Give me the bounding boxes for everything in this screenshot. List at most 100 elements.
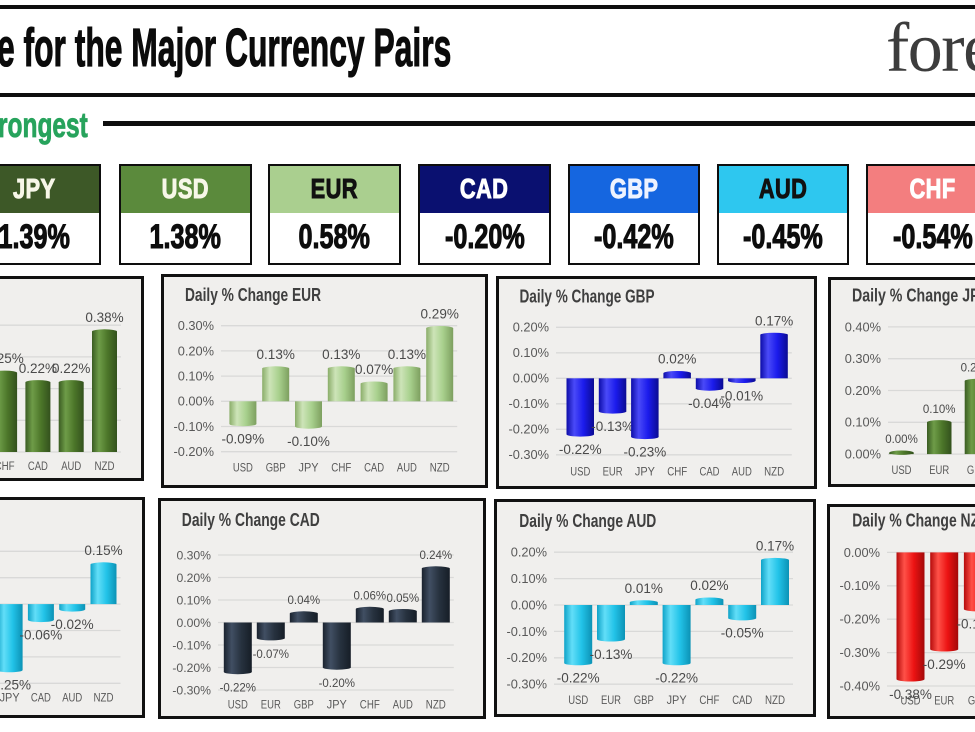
svg-text:CHF: CHF [0,461,15,473]
svg-text:0.20%: 0.20% [176,571,211,585]
svg-text:USD: USD [233,463,253,475]
svg-text:0.17%: 0.17% [755,539,793,554]
svg-text:-0.04%: -0.04% [688,396,731,411]
svg-text:-0.13%: -0.13% [591,419,634,434]
svg-text:-0.22%: -0.22% [655,671,698,686]
svg-text:0.30%: 0.30% [844,351,880,366]
svg-text:-0.20%: -0.20% [839,612,880,627]
svg-text:CAD: CAD [364,463,384,475]
svg-text:0.06%: 0.06% [353,591,386,603]
svg-text:0.40%: 0.40% [844,319,880,334]
svg-text:-0.30%: -0.30% [508,447,549,462]
svg-text:CAD: CAD [699,466,719,478]
svg-text:-0.07%: -0.07% [253,649,289,661]
svg-text:EUR: EUR [934,696,954,708]
svg-text:NZD: NZD [94,693,114,705]
svg-text:CHF: CHF [360,700,380,712]
svg-text:CHF: CHF [667,466,687,478]
svg-text:GBP: GBP [968,696,975,708]
svg-text:0.00%: 0.00% [885,434,918,446]
svg-text:-0.10%: -0.10% [508,396,549,411]
svg-text:GBP: GBP [966,464,975,476]
svg-text:0.01%: 0.01% [624,581,662,596]
svg-text:Daily % Change GBP: Daily % Change GBP [519,287,654,307]
svg-text:-0.38%: -0.38% [889,687,932,702]
svg-text:0.07%: 0.07% [355,362,393,377]
svg-text:0.10%: 0.10% [512,345,548,360]
svg-text:0.10%: 0.10% [176,593,211,607]
svg-text:0.00%: 0.00% [176,616,211,630]
svg-text:-0.25%: -0.25% [0,678,31,693]
svg-text:CAD: CAD [28,461,48,473]
svg-text:-0.22%: -0.22% [556,671,599,686]
svg-text:Daily % Change NZD: Daily % Change NZD [852,511,975,531]
svg-text:-0.09%: -0.09% [222,432,265,447]
svg-text:-0.22%: -0.22% [220,683,256,695]
svg-text:NZD: NZD [426,700,446,712]
svg-text:CHF: CHF [331,463,351,475]
svg-text:-0.10%: -0.10% [506,624,547,639]
svg-text:-0.06%: -0.06% [20,627,63,642]
svg-text:0.00%: 0.00% [178,394,214,409]
svg-text:GBP: GBP [294,700,314,712]
svg-text:AUD: AUD [731,466,751,478]
svg-text:-0.20%: -0.20% [173,444,214,459]
svg-text:0.29%: 0.29% [421,307,459,322]
svg-text:0.15%: 0.15% [84,543,122,558]
svg-text:CAD: CAD [31,693,51,705]
svg-text:0.22%: 0.22% [52,361,90,376]
svg-text:JPY: JPY [299,463,319,475]
svg-text:EUR: EUR [601,695,621,707]
svg-text:Daily % Change EUR: Daily % Change EUR [185,285,321,305]
svg-text:0.20%: 0.20% [510,545,546,560]
svg-text:-0.30%: -0.30% [506,677,547,692]
svg-text:NZD: NZD [765,695,785,707]
svg-text:0.17%: 0.17% [754,313,792,328]
svg-text:-0.10%: -0.10% [287,434,330,449]
svg-text:AUD: AUD [393,700,413,712]
svg-text:JPY: JPY [327,700,347,712]
svg-text:USD: USD [570,466,590,478]
svg-text:0.13%: 0.13% [388,347,426,362]
svg-text:0.30%: 0.30% [176,548,211,562]
svg-text:0.23%: 0.23% [960,362,975,374]
svg-text:0.30%: 0.30% [178,318,214,333]
svg-text:NZD: NZD [95,461,115,473]
svg-text:-0.10%: -0.10% [839,578,880,593]
svg-text:0.05%: 0.05% [386,593,419,605]
svg-text:-0.23%: -0.23% [623,444,666,459]
svg-text:0.20%: 0.20% [178,343,214,358]
svg-text:Daily % Change CAD: Daily % Change CAD [182,510,320,530]
svg-text:0.00%: 0.00% [510,597,546,612]
svg-text:CHF: CHF [699,695,719,707]
svg-text:-0.30%: -0.30% [172,683,211,697]
svg-text:0.24%: 0.24% [419,550,452,562]
svg-text:EUR: EUR [602,466,622,478]
svg-text:0.04%: 0.04% [287,595,320,607]
svg-text:0.00%: 0.00% [844,545,880,560]
svg-text:-0.02%: -0.02% [51,617,94,632]
svg-text:GBP: GBP [266,463,286,475]
svg-text:USD: USD [901,696,921,708]
svg-text:0.25%: 0.25% [0,351,24,366]
svg-text:-0.20%: -0.20% [506,650,547,665]
svg-text:0.10%: 0.10% [844,414,880,429]
svg-text:USD: USD [228,700,248,712]
svg-text:-0.40%: -0.40% [839,678,880,693]
svg-text:USD: USD [891,464,911,476]
svg-text:0.20%: 0.20% [844,382,880,397]
svg-text:-0.29%: -0.29% [923,657,966,672]
svg-text:-0.13%: -0.13% [589,647,632,662]
svg-text:0.02%: 0.02% [690,578,728,593]
svg-text:EUR: EUR [261,700,281,712]
svg-text:0.13%: 0.13% [257,347,295,362]
svg-text:0.20%: 0.20% [512,320,548,335]
svg-text:-0.20%: -0.20% [172,661,211,675]
svg-text:GBP: GBP [633,695,653,707]
svg-text:AUD: AUD [61,461,81,473]
svg-text:0.10%: 0.10% [178,369,214,384]
svg-text:0.00%: 0.00% [512,371,548,386]
svg-text:AUD: AUD [62,693,82,705]
svg-text:AUD: AUD [397,463,417,475]
svg-text:-0.01%: -0.01% [720,388,763,403]
